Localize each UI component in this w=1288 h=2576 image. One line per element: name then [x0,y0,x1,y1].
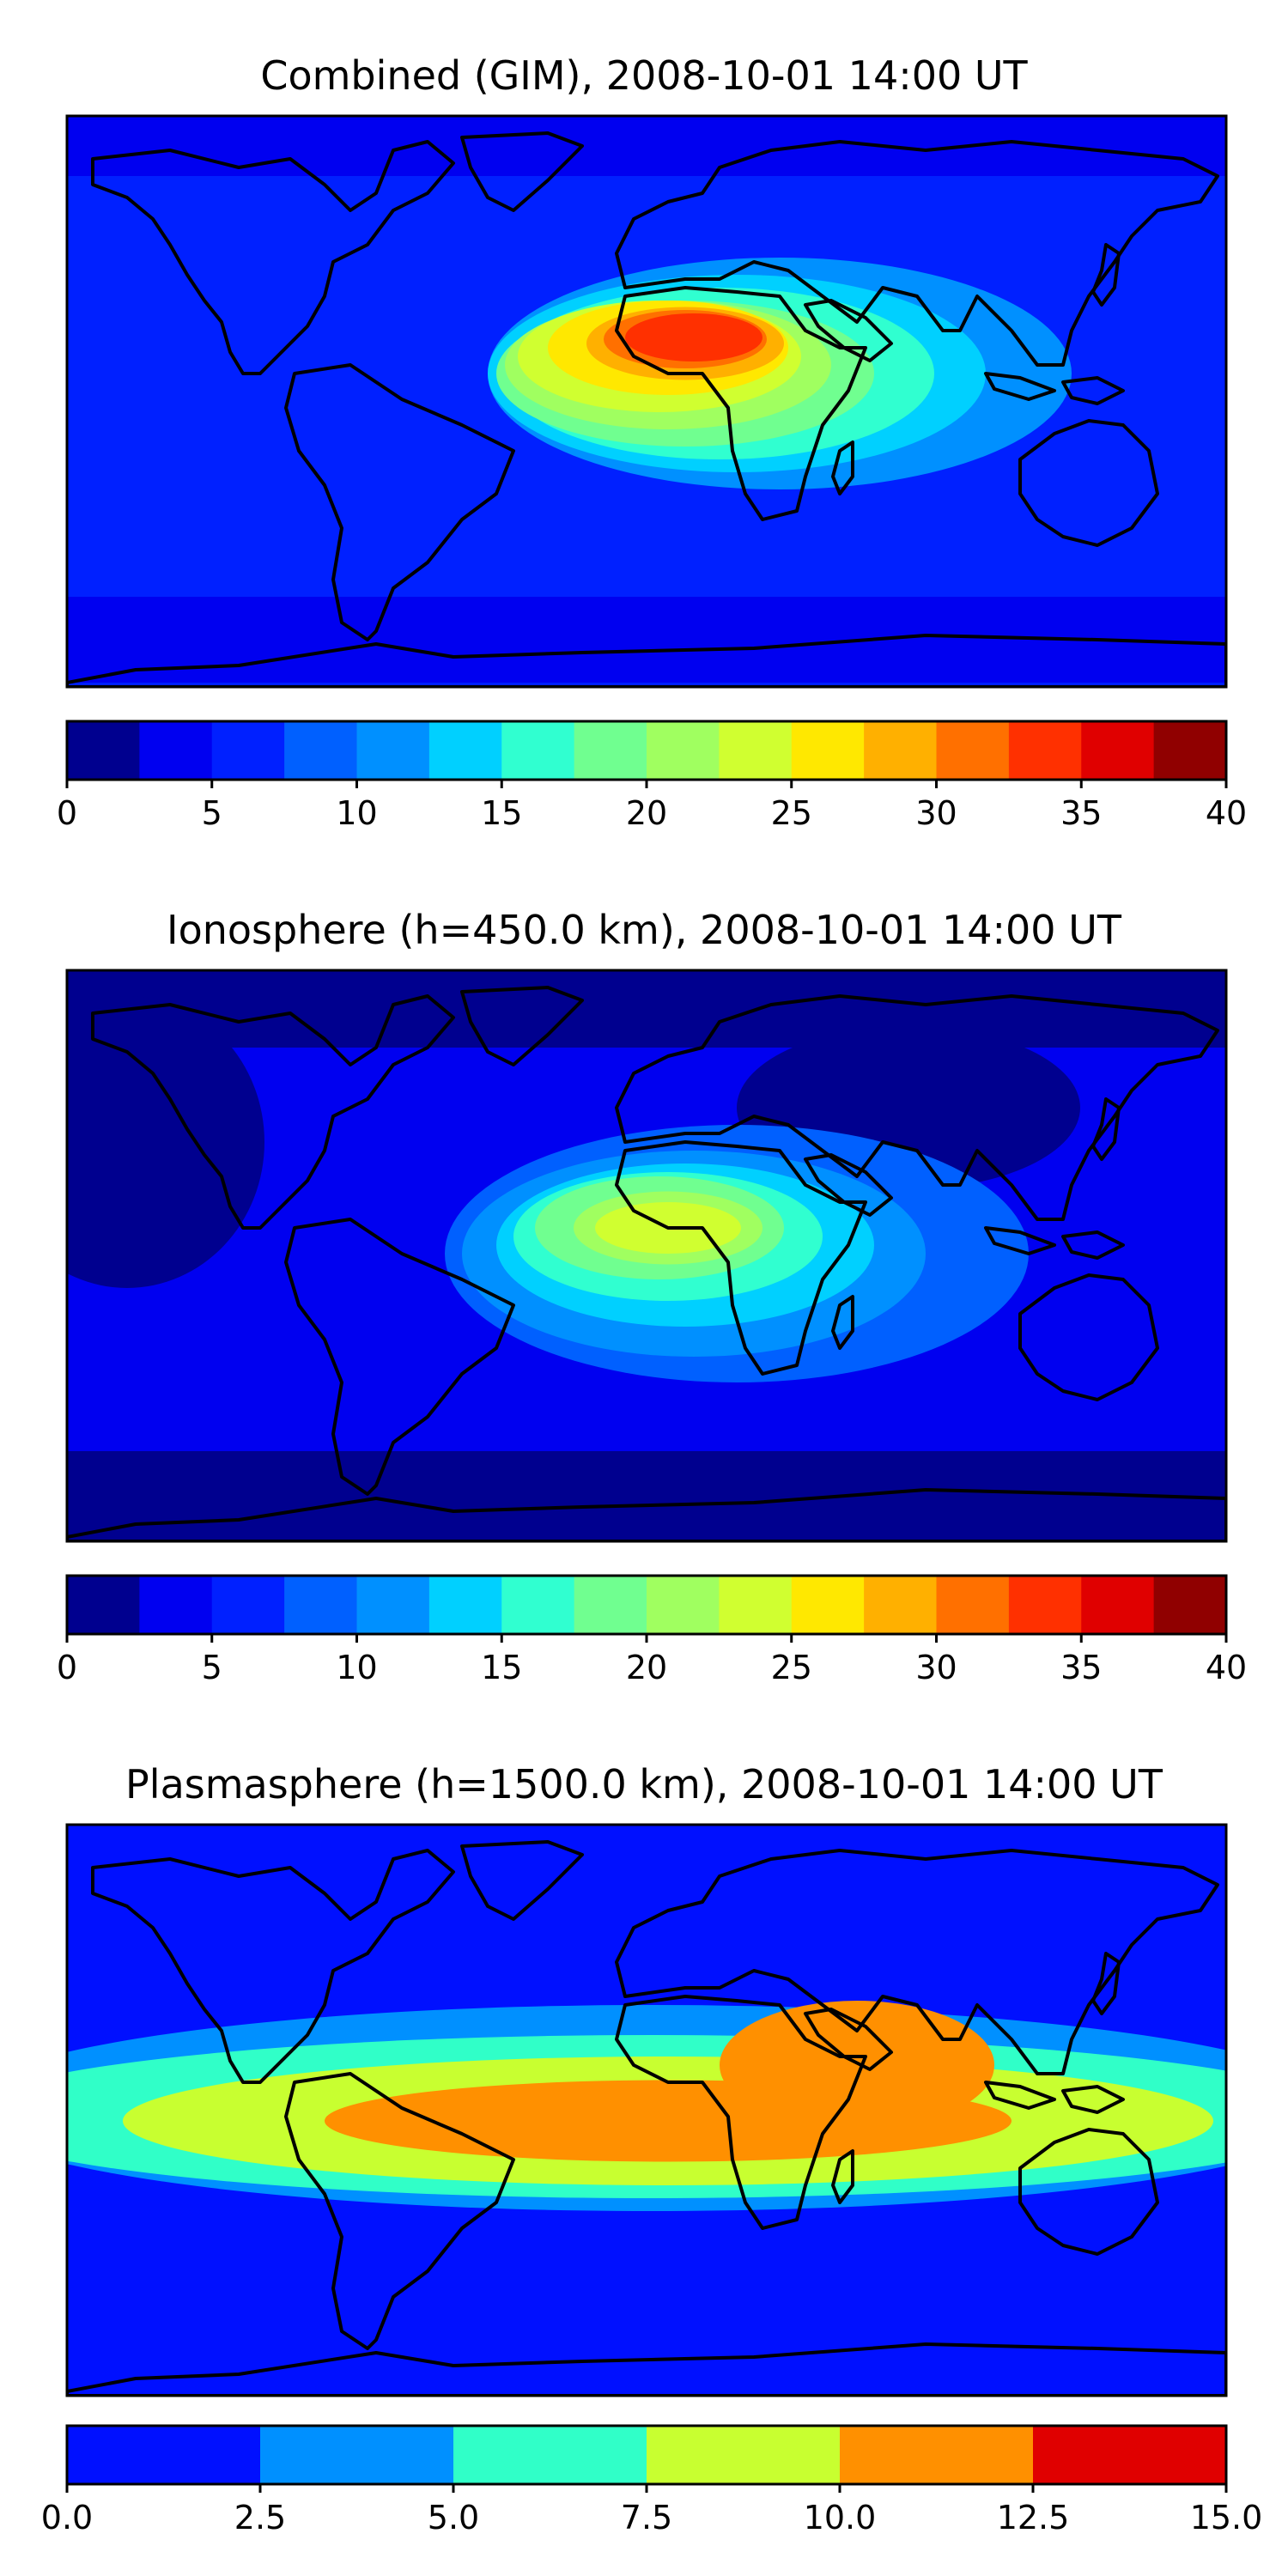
colorbar-swatch [1153,721,1227,780]
colorbar-swatch [1081,1576,1155,1634]
colorbar-swatch [139,721,213,780]
colorbar-tick-label: 20 [626,794,667,832]
colorbar-swatch [864,1576,937,1634]
colorbar-swatch [1033,2426,1227,2484]
colorbar-swatch [453,2426,647,2484]
colorbar-swatch [647,721,720,780]
colorbar-swatch [647,2426,841,2484]
contour-band [67,1451,1226,1541]
colorbar-swatch [67,1576,140,1634]
colorbar-swatch [936,1576,1010,1634]
colorbar-swatch [356,721,430,780]
colorbar-swatch [356,1576,430,1634]
map-frame-combined [65,114,1228,689]
colorbar-swatch [719,721,793,780]
colorbar-swatch [67,2426,261,2484]
contour-band [67,970,1226,1048]
colorbar-swatch [1008,721,1082,780]
colorbar-tick-label: 10.0 [804,2499,877,2537]
colorbar-swatch [501,721,575,780]
colorbar-tick-label: 10 [336,794,377,832]
map-frame-ionosphere [65,969,1228,1543]
colorbar-swatch [791,721,865,780]
colorbar-tick-label: 35 [1060,1649,1102,1686]
contour-band [625,313,762,361]
colorbar-swatch [574,1576,647,1634]
colorbar-swatch [647,1576,720,1634]
colorbar-tick-label: 0 [57,794,77,832]
contour-band [67,996,264,1288]
colorbar-swatch [284,1576,357,1634]
map-combined [65,114,1228,689]
colorbar-tick-label: 0 [57,1649,77,1686]
colorbar-swatch [1153,1576,1227,1634]
colorbar-ionosphere: 0 5 10 15 20 25 30 35 40 [57,1574,1247,1686]
colorbar-swatch [211,1576,285,1634]
panel-title-plasmasphere: Plasmasphere (h=1500.0 km), 2008-10-01 1… [125,1761,1163,1807]
colorbar-tick-label: 35 [1060,794,1102,832]
colorbar-tick-label: 10 [336,1649,377,1686]
colorbar-tick-label: 0.0 [41,2499,93,2537]
colorbar-swatch [574,721,647,780]
colorbar-combined: 0 5 10 15 20 25 30 35 40 [57,720,1247,832]
colorbar-tick-label: 5 [202,1649,222,1686]
colorbar-tick-label: 5.0 [428,2499,479,2537]
map-ionosphere [65,969,1228,1543]
colorbar-swatch [211,721,285,780]
colorbar-swatch [139,1576,213,1634]
colorbar-tick-label: 5 [202,794,222,832]
colorbar-swatch [791,1576,865,1634]
colorbar-tick-label: 30 [915,1649,957,1686]
colorbar-tick-label: 2.5 [234,2499,286,2537]
colorbar-swatch [840,2426,1034,2484]
colorbar-swatch [1081,721,1155,780]
colorbar-plasmasphere: 0.0 2.5 5.0 7.5 10.0 12.5 15.0 [41,2424,1263,2537]
colorbar-swatch [501,1576,575,1634]
colorbar-swatch [428,721,502,780]
colorbar-swatch [284,721,357,780]
colorbar-tick-label: 12.5 [997,2499,1070,2537]
colorbar-tick-label: 40 [1206,1649,1247,1686]
colorbar-tick-label: 15.0 [1190,2499,1263,2537]
panel-title-ionosphere: Ionosphere (h=450.0 km), 2008-10-01 14:0… [167,907,1121,953]
colorbar-tick-label: 15 [481,794,522,832]
colorbar-swatch [1008,1576,1082,1634]
colorbar-tick-label: 40 [1206,794,1247,832]
colorbar-tick-label: 20 [626,1649,667,1686]
contour-band [720,2001,994,2129]
colorbar-swatch [864,721,937,780]
colorbar-swatch [428,1576,502,1634]
panel-title-combined: Combined (GIM), 2008-10-01 14:00 UT [260,52,1028,99]
colorbar-swatch [719,1576,793,1634]
colorbar-tick-label: 25 [771,1649,812,1686]
colorbar-tick-label: 30 [915,794,957,832]
colorbar-swatch [67,721,140,780]
colorbar-swatch [936,721,1010,780]
contour-band [67,116,1226,176]
colorbar-tick-label: 25 [771,794,812,832]
colorbar-swatch [260,2426,454,2484]
colorbar-tick-label: 15 [481,1649,522,1686]
map-frame-plasmasphere [65,1823,1228,2397]
colorbar-tick-label: 7.5 [621,2499,672,2537]
map-plasmasphere [65,1823,1228,2397]
